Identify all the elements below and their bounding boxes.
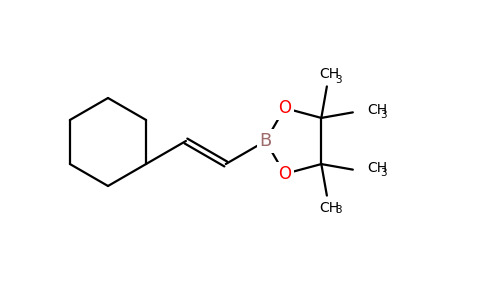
Text: O: O [278, 165, 291, 183]
Text: 3: 3 [335, 75, 342, 85]
Text: CH: CH [367, 160, 387, 175]
Text: CH: CH [319, 201, 339, 214]
Text: O: O [278, 99, 291, 117]
Text: B: B [259, 132, 272, 150]
Text: CH: CH [367, 103, 387, 117]
Text: CH: CH [319, 68, 339, 81]
Text: 3: 3 [380, 168, 386, 178]
Text: 3: 3 [380, 110, 386, 120]
Text: 3: 3 [335, 205, 342, 214]
